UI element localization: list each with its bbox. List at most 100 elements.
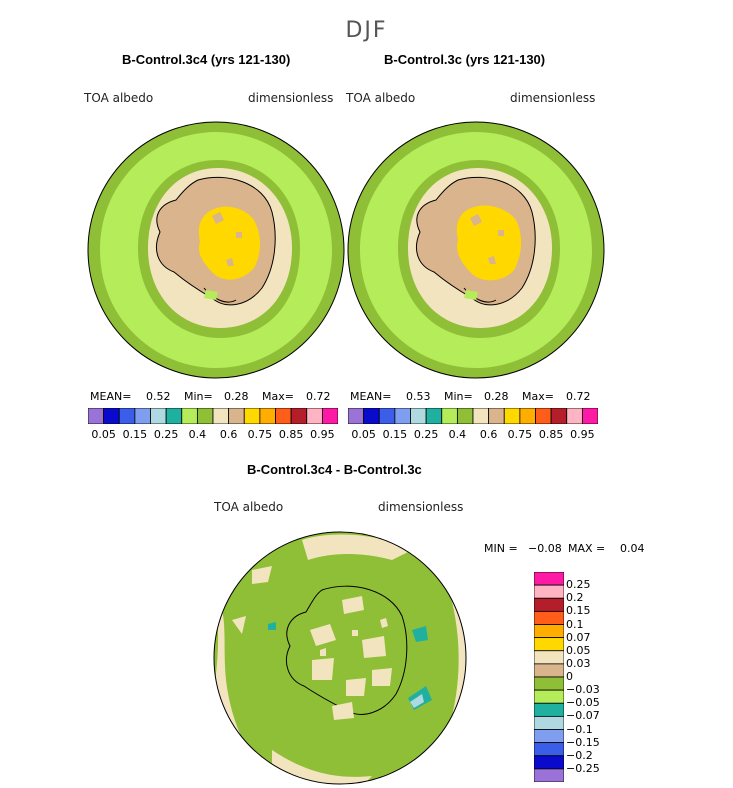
colorbar-swatch [519,408,536,424]
colorbar-swatch [259,408,276,424]
colorbar-label: 0.4 [448,428,467,441]
left-max-value: 0.72 [306,390,331,403]
right-units-label: dimensionless [510,91,596,105]
diff-colorbar-label: −0.1 [566,722,593,736]
left-mean-value: 0.52 [146,390,171,403]
diff-min-label: MIN = [484,542,518,555]
diff-colorbar-label: −0.07 [566,709,600,723]
right-max-value: 0.72 [566,390,591,403]
diff-colorbar-label: −0.2 [566,748,593,762]
diff-colorbar-label: −0.25 [566,761,600,775]
colorbar-swatch [88,408,105,424]
right-max-label: Max= [522,390,554,403]
colorbar-swatch [550,408,568,424]
right-min-label: Min= [444,390,473,403]
diff-colorbar-swatch [534,715,564,730]
diff-colorbar-swatch [534,676,564,691]
colorbar-swatch [165,408,183,424]
diff-colorbar-label: −0.03 [566,683,600,697]
colorbar-swatch [321,408,338,424]
colorbar-swatch [150,408,167,424]
colorbar-label: 0.05 [351,428,376,441]
colorbar-label: 0.75 [507,428,533,441]
season-title: DJF [345,18,388,43]
colorbar-swatch [441,408,458,424]
diff-min-value: −0.08 [528,542,562,555]
diff-colorbar-label: 0.2 [566,591,584,605]
colorbar-swatch [535,408,552,424]
colorbar-swatch [581,408,598,424]
colorbar-label: 0.15 [382,428,408,441]
diff-colorbar-swatch [534,624,564,639]
diff-colorbar-swatch [534,729,564,744]
diff-colorbar-label: 0.03 [566,656,591,670]
colorbar-swatch [228,408,245,424]
diff-colorbar-swatch [534,650,564,665]
left-polar-map [87,121,345,379]
colorbar-swatch [566,408,583,424]
diff-colorbar-label: 0.05 [566,643,591,657]
left-panel-title: B-Control.3c4 (yrs 121-130) [122,52,291,67]
diff-colorbar-label: −0.05 [566,696,600,710]
diff-colorbar-swatch [534,637,564,652]
colorbar-swatch [134,408,151,424]
diff-colorbar-swatch [534,755,564,770]
colorbar-swatch [348,408,365,424]
colorbar-swatch [410,408,427,424]
colorbar-swatch [363,408,380,424]
colorbar-label: 0.25 [413,428,439,441]
diff-colorbar-swatch [534,610,564,625]
diff-panel-title: B-Control.3c4 - B-Control.3c [247,462,422,477]
right-mean-label: MEAN= [350,390,392,403]
diff-colorbar-label: 0 [566,670,573,683]
colorbar-label: 0.75 [247,428,273,441]
right-colorbar-labels: 0.05 0.15 0.25 0.4 0.6 0.75 0.85 0.95 [338,428,618,442]
right-mean-value: 0.53 [406,390,431,403]
colorbar-swatch [118,408,136,424]
colorbar-label: 0.25 [153,428,179,441]
diff-colorbar-label: 0.1 [566,617,584,631]
diff-colorbar-labels: 0.25 0.2 0.15 0.1 0.07 0.05 0.03 0 −0.03 −0.05 −0.… [566,572,636,782]
colorbar-label: 0.6 [219,428,238,441]
colorbar-label: 0.85 [538,428,564,441]
left-max-label: Max= [262,390,294,403]
colorbar-label: 0.95 [570,428,595,441]
right-panel-title: B-Control.3c (yrs 121-130) [384,52,546,67]
colorbar-swatch [456,408,474,424]
diff-colorbar-swatch [534,597,564,612]
left-variable-label: TOA albedo [84,91,154,105]
diff-max-value: 0.04 [620,542,645,555]
colorbar-swatch [243,408,261,424]
diff-colorbar-label: 0.25 [566,578,591,592]
diff-colorbar-label: 0.07 [566,630,591,644]
colorbar-swatch [103,408,120,424]
colorbar-swatch [275,408,292,424]
diff-colorbar-swatch [534,768,564,782]
diff-colorbar-swatch [534,572,564,586]
colorbar-label: 0.05 [91,428,116,441]
right-colorbar [348,408,598,424]
diff-units-label: dimensionless [378,500,464,514]
colorbar-label: 0.4 [188,428,207,441]
right-polar-map [347,121,605,379]
diff-colorbar-swatch [534,584,564,599]
colorbar-label: 0.15 [122,428,148,441]
left-mean-label: MEAN= [90,390,132,403]
colorbar-swatch [472,408,490,424]
left-min-value: 0.28 [224,390,249,403]
diff-variable-label: TOA albedo [214,500,284,514]
diff-polar-map [213,531,467,785]
colorbar-swatch [196,408,214,424]
colorbar-swatch [488,408,505,424]
colorbar-swatch [181,408,198,424]
diff-colorbar-swatch [534,689,564,704]
colorbar-label: 0.6 [479,428,498,441]
colorbar-label: 0.85 [278,428,304,441]
left-colorbar [88,408,338,424]
diff-colorbar-swatch [534,663,564,678]
colorbar-swatch [394,408,411,424]
diff-max-label: MAX = [568,542,606,555]
colorbar-swatch [212,408,230,424]
right-variable-label: TOA albedo [346,91,416,105]
colorbar-swatch [378,408,396,424]
